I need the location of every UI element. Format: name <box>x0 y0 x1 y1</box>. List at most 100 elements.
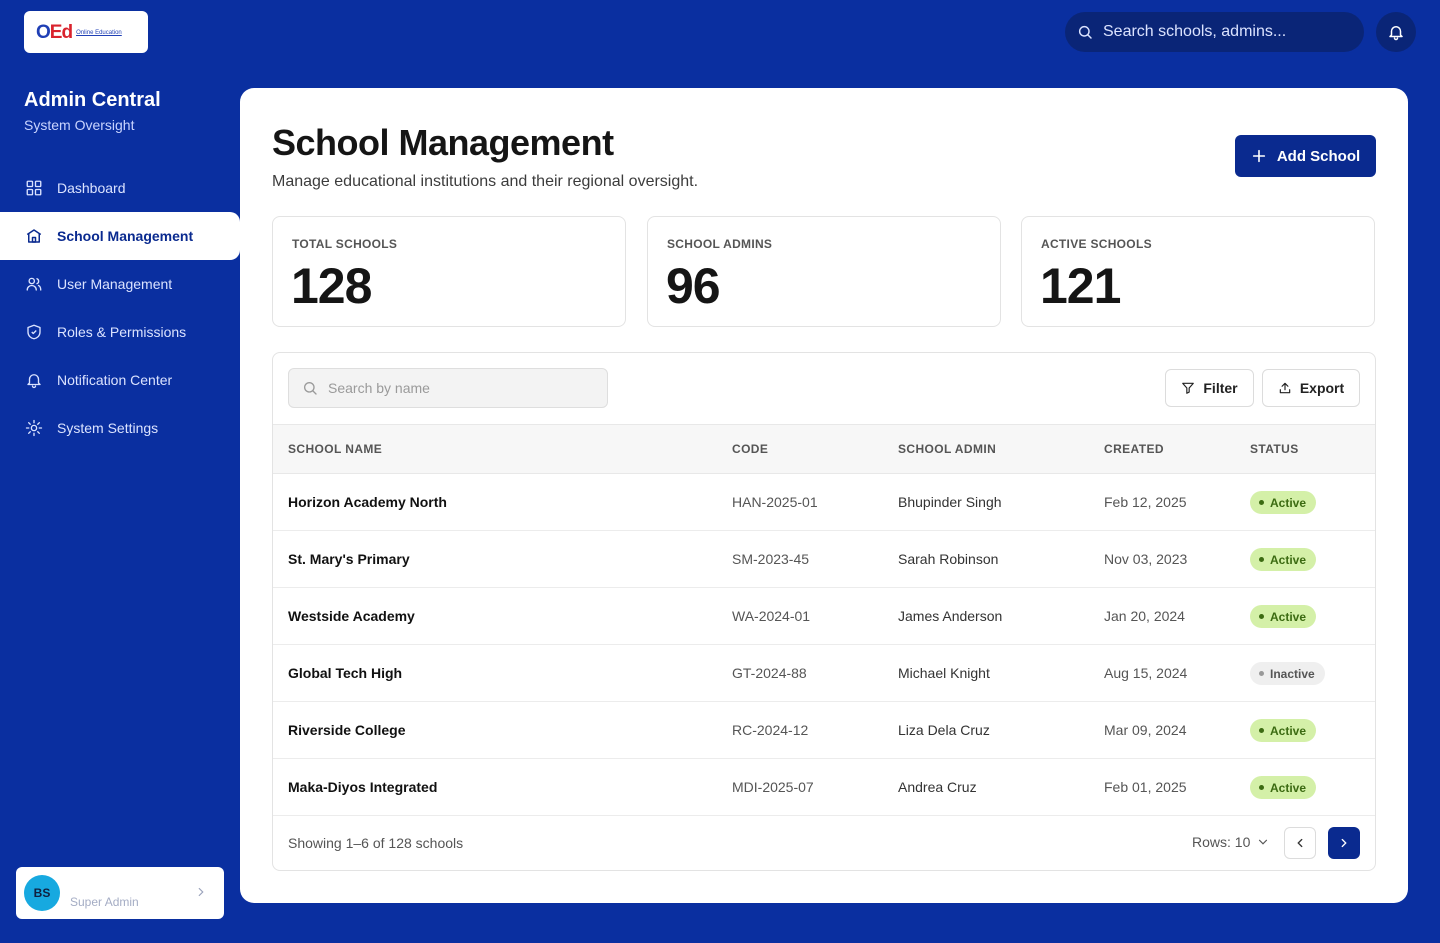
global-search-input[interactable]: Search schools, admins... <box>1065 12 1364 52</box>
main-panel: School Management Manage educational ins… <box>240 88 1408 903</box>
export-label: Export <box>1299 380 1345 396</box>
cell-school-admin: Sarah Robinson <box>898 551 999 567</box>
stat-value: 121 <box>1040 258 1121 314</box>
brand-subtitle: System Oversight <box>24 117 135 133</box>
page-title: School Management <box>272 122 614 163</box>
cell-code: GT-2024-88 <box>732 665 807 681</box>
status-badge: Active <box>1250 491 1317 514</box>
app-logo[interactable]: OEd Online Education <box>24 11 148 53</box>
stat-value: 128 <box>291 258 372 314</box>
bell-icon <box>1389 26 1403 41</box>
user-role: Super Admin <box>70 895 139 909</box>
stat-label: ACTIVE SCHOOLS <box>1041 237 1152 251</box>
status-text: Active <box>1270 552 1307 567</box>
status-dot-icon <box>1259 728 1264 733</box>
status-text: Active <box>1270 723 1307 738</box>
sidebar-item-label: Dashboard <box>57 180 126 196</box>
stat-card-school-admins: SCHOOL ADMINS 96 <box>647 216 1001 327</box>
cell-school-name: St. Mary's Primary <box>288 551 410 567</box>
status-badge: Active <box>1250 605 1317 628</box>
export-button[interactable]: Export <box>1262 369 1360 407</box>
logo-text: Online Education <box>76 30 122 36</box>
table-row[interactable]: Global Tech High GT-2024-88 Michael Knig… <box>273 645 1375 702</box>
table-row[interactable]: Horizon Academy North HAN-2025-01 Bhupin… <box>273 474 1375 531</box>
chevron-right-icon <box>1341 838 1347 848</box>
stat-label: TOTAL SCHOOLS <box>292 237 398 251</box>
column-header-school-name[interactable]: SCHOOL NAME <box>288 442 383 456</box>
table-search[interactable] <box>288 368 608 408</box>
filter-label: Filter <box>1203 380 1238 396</box>
stat-card-active-schools: ACTIVE SCHOOLS 121 <box>1021 216 1375 327</box>
sidebar-item-system-settings[interactable]: System Settings <box>0 404 240 452</box>
cell-created: Jan 20, 2024 <box>1104 608 1185 624</box>
avatar: BS <box>24 875 60 911</box>
sidebar-item-dashboard[interactable]: Dashboard <box>0 164 240 212</box>
cell-created: Aug 15, 2024 <box>1104 665 1188 681</box>
column-header-code[interactable]: CODE <box>732 442 769 456</box>
stat-card-total-schools: TOTAL SCHOOLS 128 <box>272 216 626 327</box>
grid-icon <box>26 180 42 196</box>
cell-school-admin: Bhupinder Singh <box>898 494 1002 510</box>
sidebar-item-label: School Management <box>57 228 194 244</box>
gear-icon <box>25 419 43 437</box>
status-badge: Active <box>1250 719 1317 742</box>
bell-icon <box>27 374 41 389</box>
cell-code: WA-2024-01 <box>732 608 811 624</box>
table-row[interactable]: Maka-Diyos Integrated MDI-2025-07 Andrea… <box>273 759 1375 816</box>
shield-icon <box>27 324 41 340</box>
stat-value: 96 <box>666 258 721 314</box>
status-badge: Inactive <box>1250 662 1325 685</box>
cell-created: Nov 03, 2023 <box>1104 551 1188 567</box>
table-row[interactable]: St. Mary's Primary SM-2023-45 Sarah Robi… <box>273 531 1375 588</box>
sidebar-item-school-management[interactable]: School Management <box>0 212 240 260</box>
notifications-button[interactable] <box>1376 12 1416 52</box>
sidebar-item-label: System Settings <box>57 420 159 436</box>
table-row[interactable]: Riverside College RC-2024-12 Liza Dela C… <box>273 702 1375 759</box>
table-header: SCHOOL NAME CODE SCHOOL ADMIN CREATED ST… <box>273 424 1375 474</box>
chevron-right-icon <box>198 887 204 897</box>
cell-school-name: Westside Academy <box>288 608 415 624</box>
status-badge: Active <box>1250 548 1317 571</box>
column-header-created[interactable]: CREATED <box>1104 442 1164 456</box>
status-dot-icon <box>1259 557 1264 562</box>
status-text: Inactive <box>1270 666 1315 681</box>
schools-table-card: Filter Export SCHOOL NAME CODE SCHOOL AD… <box>272 352 1376 871</box>
cell-school-name: Riverside College <box>288 722 406 738</box>
search-icon <box>1078 25 1092 39</box>
status-badge: Active <box>1250 776 1317 799</box>
sidebar-item-label: Roles & Permissions <box>57 324 187 340</box>
table-row[interactable]: Westside Academy WA-2024-01 James Anders… <box>273 588 1375 645</box>
rows-per-page-select[interactable]: Rows: 10 <box>1192 834 1270 850</box>
cell-school-admin: James Anderson <box>898 608 1003 624</box>
cell-code: HAN-2025-01 <box>732 494 818 510</box>
column-header-status[interactable]: STATUS <box>1250 442 1299 456</box>
column-header-school-admin[interactable]: SCHOOL ADMIN <box>898 442 997 456</box>
table-search-input[interactable] <box>328 380 588 396</box>
cell-code: MDI-2025-07 <box>732 779 814 795</box>
cell-created: Feb 01, 2025 <box>1104 779 1187 795</box>
cell-code: RC-2024-12 <box>732 722 809 738</box>
status-text: Active <box>1270 780 1307 795</box>
upload-icon <box>1279 382 1291 394</box>
previous-page-button[interactable] <box>1284 827 1316 859</box>
sidebar-item-roles-permissions[interactable]: Roles & Permissions <box>0 308 240 356</box>
search-icon <box>304 382 317 395</box>
cell-code: SM-2023-45 <box>732 551 810 567</box>
sidebar-item-label: User Management <box>57 276 173 292</box>
filter-button[interactable]: Filter <box>1165 369 1254 407</box>
sidebar-item-notification-center[interactable]: Notification Center <box>0 356 240 404</box>
cell-school-admin: Michael Knight <box>898 665 990 681</box>
cell-school-admin: Andrea Cruz <box>898 779 977 795</box>
sidebar-item-user-management[interactable]: User Management <box>0 260 240 308</box>
status-dot-icon <box>1259 614 1264 619</box>
status-dot-icon <box>1259 500 1264 505</box>
status-dot-icon <box>1259 671 1264 676</box>
cell-school-name: Maka-Diyos Integrated <box>288 779 438 795</box>
next-page-button[interactable] <box>1328 827 1360 859</box>
page-subtitle: Manage educational institutions and thei… <box>272 173 699 190</box>
add-school-button[interactable]: Add School <box>1235 135 1376 177</box>
logo-mark-icon: OEd <box>36 21 73 43</box>
stat-label: SCHOOL ADMINS <box>667 237 773 251</box>
user-profile-card[interactable]: BS Super Admin <box>16 867 224 919</box>
pagination-summary: Showing 1–6 of 128 schools <box>288 835 464 851</box>
